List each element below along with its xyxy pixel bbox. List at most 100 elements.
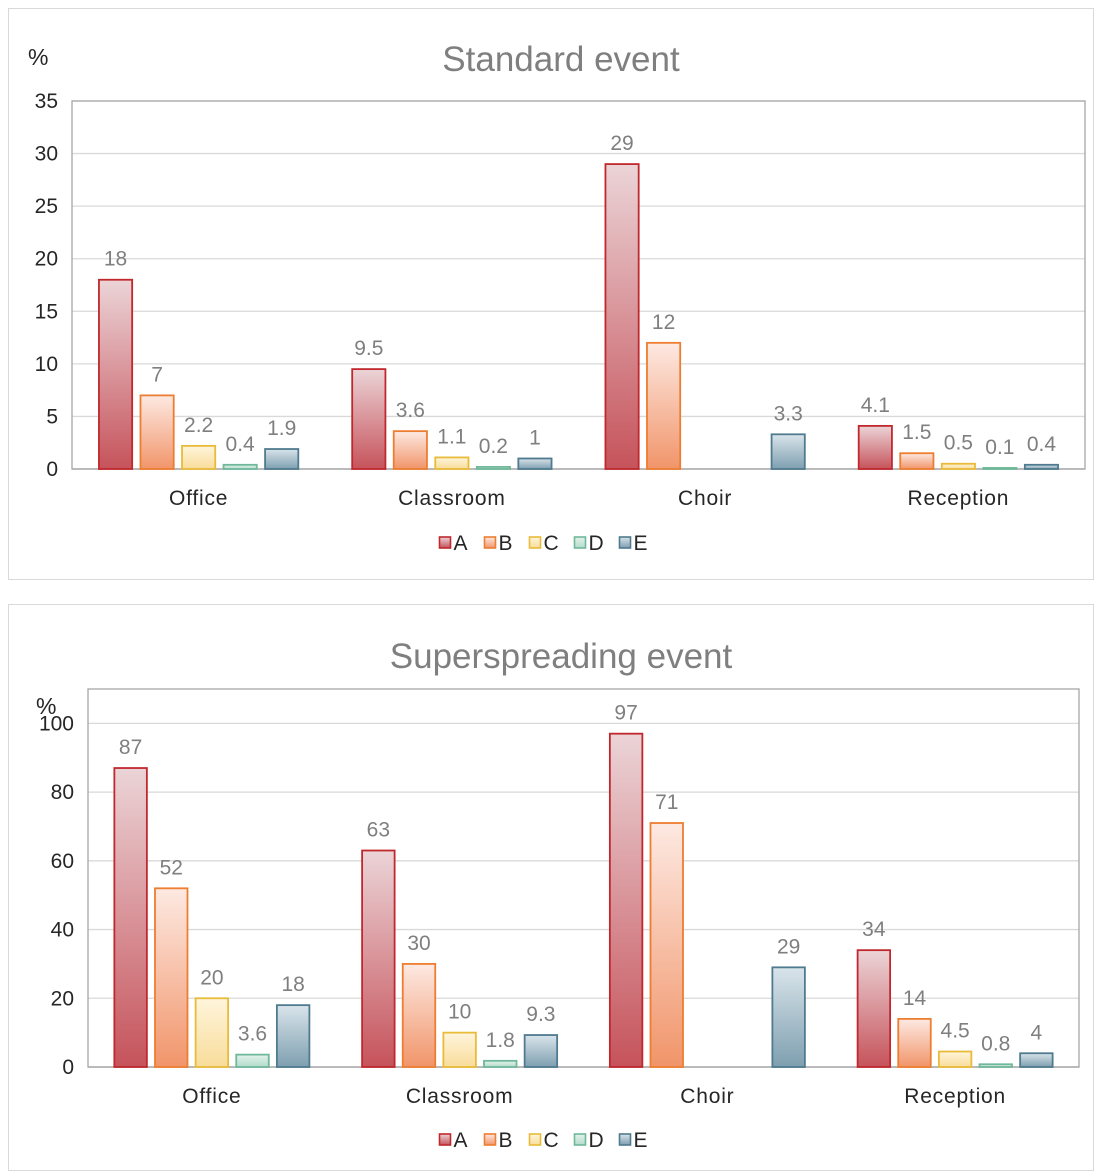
legend-label-A: A <box>454 1129 468 1152</box>
data-label: 14 <box>903 987 927 1010</box>
data-label: 97 <box>614 702 637 725</box>
bar-standard-A-office <box>98 278 134 470</box>
bar-standard-D-classroom <box>475 465 511 470</box>
y-tick-label: 20 <box>51 987 74 1010</box>
chart-title: Standard event <box>442 40 680 79</box>
bar-standard-E-reception <box>1023 463 1059 470</box>
bar-superspreading-B-office <box>154 887 189 1068</box>
x-category-label: Reception <box>904 1085 1006 1108</box>
legend-swatch-A <box>438 1133 452 1146</box>
legend-swatch-C <box>528 1133 542 1146</box>
data-label: 9.5 <box>354 337 383 360</box>
bar-standard-B-office <box>139 394 175 470</box>
x-category-label: Choir <box>680 1085 734 1108</box>
data-label: 71 <box>655 791 678 814</box>
y-axis-unit-label: % <box>28 44 48 70</box>
data-label: 4.5 <box>941 1020 970 1043</box>
data-label: 18 <box>281 973 304 996</box>
y-tick-label: 15 <box>35 300 58 323</box>
data-label: 3.3 <box>774 402 803 425</box>
standard-event-chart: Standard event% 0 5 10 15 20 25 30 35 Office 18 7 2.… <box>28 40 1086 555</box>
bar-superspreading-A-classroom <box>361 849 396 1068</box>
chart-panel-superspreading-event: Superspreading event% 0 20 40 60 80 100 Office 8… <box>8 604 1094 1171</box>
bar-superspreading-A-reception <box>856 949 892 1068</box>
y-tick-label: 20 <box>35 248 58 271</box>
bar-standard-B-classroom <box>392 430 428 470</box>
y-tick-label: 0 <box>46 458 58 481</box>
data-label: 63 <box>367 819 390 842</box>
legend-label-E: E <box>634 532 648 555</box>
x-category-label: Office <box>169 487 228 510</box>
y-tick-label: 30 <box>35 143 58 166</box>
y-tick-label: 100 <box>39 712 74 735</box>
bar-superspreading-E-choir <box>771 966 806 1068</box>
bar-superspreading-E-reception <box>1019 1052 1054 1068</box>
data-label: 1.8 <box>486 1029 515 1052</box>
bar-superspreading-B-reception <box>897 1017 932 1068</box>
bar-standard-E-classroom <box>517 457 553 470</box>
legend-swatch-D <box>573 536 587 549</box>
plot-area-border <box>87 688 1080 1068</box>
legend-swatch-E <box>618 536 632 549</box>
legend-swatch-E <box>618 1133 632 1146</box>
bar-superspreading-A-choir <box>608 732 644 1068</box>
data-label: 7 <box>151 363 163 386</box>
chart-panel-standard-event: Standard event% 0 5 10 15 20 25 30 35 Office 18 7 2.… <box>8 8 1094 580</box>
data-label: 2.2 <box>184 414 213 437</box>
y-tick-label: 35 <box>35 90 58 113</box>
legend-label-D: D <box>589 1129 604 1152</box>
data-label: 0.4 <box>226 433 256 456</box>
data-label: 0.4 <box>1027 433 1057 456</box>
x-category-label: Choir <box>678 487 732 510</box>
legend-label-A: A <box>454 532 468 555</box>
legend-label-C: C <box>544 532 559 555</box>
x-category-label: Reception <box>907 487 1009 510</box>
data-label: 10 <box>448 1001 471 1024</box>
data-label: 87 <box>119 736 142 759</box>
bar-superspreading-C-reception <box>937 1050 973 1068</box>
bar-standard-D-office <box>222 463 258 470</box>
y-tick-label: 25 <box>35 195 58 218</box>
data-label: 29 <box>777 935 800 958</box>
data-label: 0.8 <box>981 1032 1010 1055</box>
data-label: 52 <box>160 856 183 879</box>
data-label: 1 <box>529 426 541 449</box>
legend-label-C: C <box>544 1129 559 1152</box>
bar-superspreading-D-office <box>235 1053 270 1068</box>
data-label: 29 <box>610 132 633 155</box>
y-axis-unit-label: % <box>36 693 56 719</box>
x-category-label: Office <box>182 1085 241 1108</box>
legend-label-B: B <box>499 532 513 555</box>
bar-standard-A-classroom <box>351 368 387 470</box>
y-tick-label: 40 <box>51 919 74 942</box>
data-label: 18 <box>104 248 127 271</box>
legend-label-E: E <box>634 1129 648 1152</box>
y-tick-label: 0 <box>62 1056 74 1079</box>
data-label: 1.9 <box>267 417 296 440</box>
data-label: 3.6 <box>238 1023 267 1046</box>
data-label: 3.6 <box>396 399 425 422</box>
chart-title: Superspreading event <box>390 637 733 676</box>
bar-superspreading-C-office <box>194 997 230 1068</box>
data-label: 0.5 <box>944 432 973 455</box>
plot-area-border <box>71 100 1086 470</box>
data-label: 1.1 <box>437 425 466 448</box>
data-label: 20 <box>200 966 223 989</box>
legend-swatch-B <box>483 536 497 549</box>
bar-superspreading-B-choir <box>649 822 684 1068</box>
bar-standard-A-choir <box>604 163 640 470</box>
bar-standard-B-choir <box>646 341 682 470</box>
legend-label-D: D <box>589 532 604 555</box>
x-category-label: Classroom <box>398 487 506 510</box>
data-label: 4.1 <box>861 394 890 417</box>
bar-superspreading-C-classroom <box>442 1031 477 1068</box>
data-label: 34 <box>862 918 886 941</box>
bar-standard-E-choir <box>770 433 806 470</box>
legend-swatch-A <box>438 536 452 549</box>
data-label: 0.2 <box>479 435 508 458</box>
bar-standard-E-office <box>264 448 300 470</box>
x-category-label: Classroom <box>406 1085 514 1108</box>
bar-superspreading-A-office <box>113 767 148 1068</box>
y-tick-label: 10 <box>35 353 58 376</box>
bar-standard-C-reception <box>940 462 976 470</box>
